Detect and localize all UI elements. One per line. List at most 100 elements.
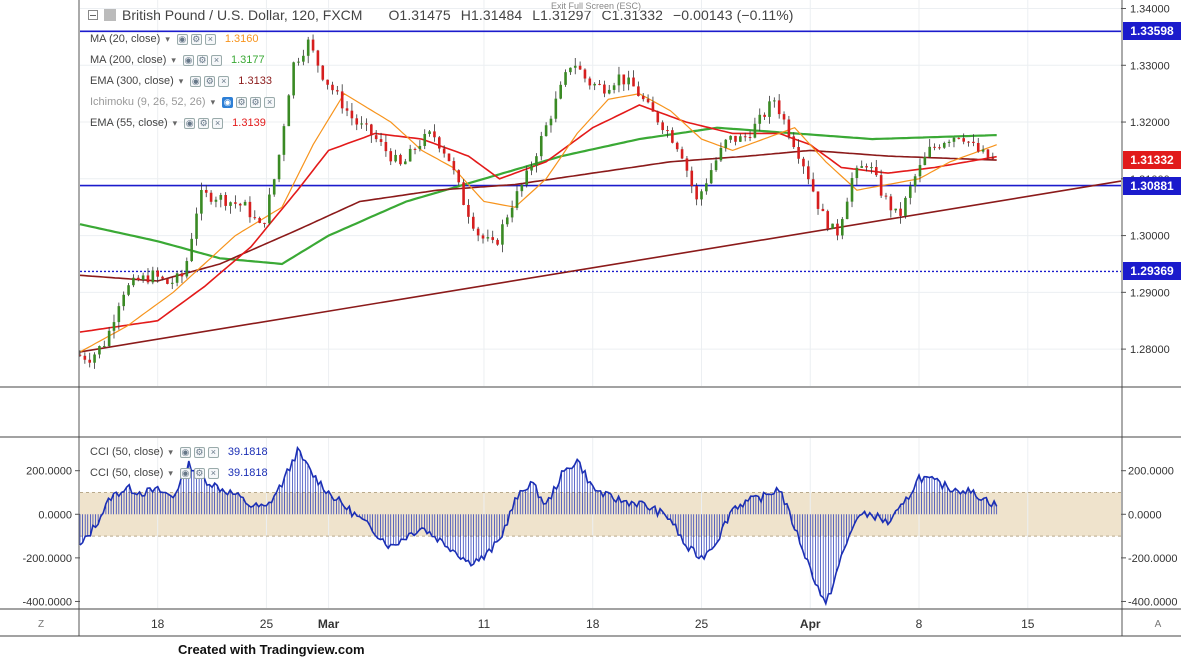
gear-icon[interactable]: ⚙ [204,75,216,87]
candle-up [947,141,951,143]
candle-up [569,67,572,73]
candle-up [175,273,179,283]
gear-icon[interactable]: ⚙ [196,54,208,66]
candle-down [433,131,436,138]
candle-down [331,84,334,91]
indicator-label: EMA (55, close) [90,117,168,129]
gear-icon[interactable]: ⚙ [236,96,248,108]
symbol-legend[interactable]: British Pound / U.S. Dollar, 120, FXCM O… [88,7,800,23]
price-tag-last: 1.31332 [1123,150,1181,169]
collapse-legend-icon[interactable] [88,10,98,20]
gear-icon[interactable]: ⚙ [193,467,205,479]
eye-off-icon[interactable]: ◉ [222,96,234,108]
symbol-title: British Pound / U.S. Dollar, 120, FXCM [122,7,363,23]
close-icon[interactable]: × [207,446,219,458]
candle-down [797,147,800,159]
eye-icon[interactable]: ◉ [182,54,194,66]
cci-tick-label: -400.0000 [1128,596,1178,608]
candle-up [151,270,155,283]
chevron-down-icon[interactable]: ▾ [172,117,178,128]
chevron-down-icon[interactable]: ▾ [210,96,216,107]
settings-icon[interactable]: ⚙ [250,96,262,108]
zoom-icon[interactable]: Z [37,619,45,630]
indicator-legend-ma200[interactable]: MA (200, close) ▾ ◉ ⚙ × 1.3177 [90,54,265,66]
candle-up [918,165,922,177]
candle-down [821,208,825,212]
candle-down [646,99,650,103]
candle-up [554,98,558,119]
time-tick-label: 15 [1021,617,1035,631]
chevron-down-icon[interactable]: ▾ [178,75,184,86]
candle-down [792,136,796,148]
close-icon[interactable]: × [204,33,216,45]
candle-down [690,170,694,187]
indicator-legend-ichimoku[interactable]: Ichimoku (9, 26, 52, 26) ▾ ◉ ⚙ ⚙ × [90,96,276,108]
candle-down [680,149,684,159]
candle-down [389,151,393,162]
indicator-legend-ema300[interactable]: EMA (300, close) ▾ ◉ ⚙ × 1.3133 [90,75,272,87]
chevron-down-icon[interactable]: ▾ [165,33,170,44]
candle-down [340,91,344,109]
price-tick-label: 1.34000 [1130,4,1170,16]
candle-up [515,191,519,208]
exit-fullscreen-hint[interactable]: Exit Full Screen (ESC) [551,1,642,11]
candle-up [423,133,427,146]
indicator-legend-ma20[interactable]: MA (20, close) ▾ ◉ ⚙ × 1.3160 [90,33,259,45]
chevron-down-icon[interactable]: ▾ [171,54,176,65]
cci-panel[interactable] [79,438,1121,608]
candle-up [127,285,130,295]
candle-down [156,270,159,277]
candle-up [306,39,310,56]
candle-down [962,138,965,142]
eye-icon[interactable]: ◉ [190,75,202,87]
candle-up [840,219,844,236]
candle-up [855,167,859,179]
chevron-down-icon[interactable]: ▾ [168,467,173,478]
candle-down [884,195,888,197]
gear-icon[interactable]: ⚙ [190,33,202,45]
candle-up [112,322,116,331]
candle-up [700,191,703,200]
candle-down [666,130,669,132]
indicator-legend-cci-1[interactable]: CCI (50, close) ▾ ◉ ⚙ × 39.1818 [90,446,268,458]
candle-up [724,139,728,148]
gear-icon[interactable]: ⚙ [198,117,210,129]
candle-down [345,108,349,111]
eye-icon[interactable]: ◉ [184,117,196,129]
candle-down [685,158,689,171]
candle-up [729,135,732,140]
candle-down [865,166,868,168]
price-tick-label: 1.29000 [1130,287,1170,299]
price-tick-label: 1.33000 [1130,60,1170,72]
chevron-down-icon[interactable]: ▾ [168,446,173,457]
indicator-legend-ema55[interactable]: EMA (55, close) ▾ ◉ ⚙ × 1.3139 [90,117,266,129]
candle-up [102,346,106,348]
close-icon[interactable]: × [264,96,276,108]
eye-icon[interactable]: ◉ [179,467,191,479]
eye-icon[interactable]: ◉ [179,446,191,458]
auto-scale-icon[interactable]: A [1154,619,1162,630]
change-value: −0.00143 (−0.11%) [673,7,794,23]
close-icon[interactable]: × [212,117,224,129]
close-icon[interactable]: × [210,54,222,66]
gear-icon[interactable]: ⚙ [193,446,205,458]
candle-down [899,208,902,216]
candle-up [831,223,834,229]
candle-up [544,125,548,137]
candle-up [739,136,742,142]
eye-icon[interactable]: ◉ [176,33,188,45]
candle-up [360,123,363,125]
candle-up [170,282,174,284]
ma20-line [79,92,997,353]
candle-down [588,78,592,86]
indicator-label: EMA (300, close) [90,75,174,87]
close-icon[interactable]: × [218,75,230,87]
indicator-legend-cci-2[interactable]: CCI (50, close) ▾ ◉ ⚙ × 39.1818 [90,467,268,479]
close-icon[interactable]: × [207,467,219,479]
price-panel[interactable] [78,0,1122,386]
candle-down [889,196,893,211]
candle-down [452,161,456,171]
candle-up [404,161,407,165]
candle-down [146,275,150,283]
candle-up [408,148,412,162]
